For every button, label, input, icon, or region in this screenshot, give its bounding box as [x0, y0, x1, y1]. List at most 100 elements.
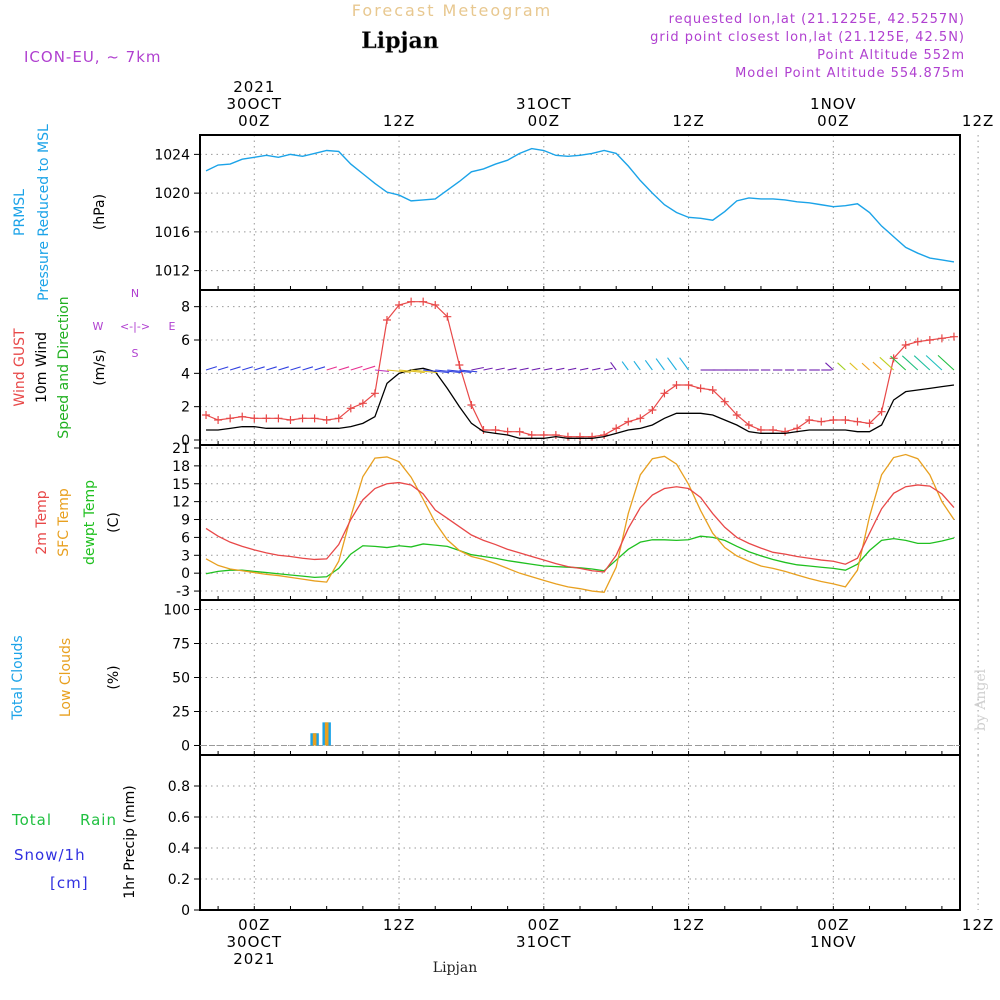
grid-point-coords: grid point closest lon,lat (21.125E, 42.… [650, 30, 965, 45]
time-axis-label: 12Z [672, 916, 704, 934]
time-axis-label: 12Z [383, 112, 415, 130]
compass-arrows: <-|-> [120, 320, 150, 333]
pressure-line [205, 147, 955, 263]
wind-direction-arrow [459, 369, 478, 373]
wind-direction-arrow [386, 369, 411, 373]
wind-direction-arrow [667, 357, 677, 371]
wind-label: (m/s) [92, 349, 108, 386]
y-tick-label: 0.8 [168, 779, 190, 795]
gust-marker [443, 312, 452, 321]
wind-line [206, 367, 955, 439]
time-axis-label: 2021 [233, 950, 275, 968]
point-altitude: Point Altitude 552m [817, 48, 965, 63]
gust-marker [515, 427, 524, 436]
gust-marker [744, 421, 753, 429]
gust-marker [346, 404, 355, 413]
wind-direction-arrow [519, 367, 529, 371]
wind-label: 10m Wind [34, 332, 50, 403]
y-tick-label: 100 [163, 603, 190, 619]
watermark: by Angel [973, 668, 989, 731]
gust-marker [925, 336, 934, 344]
y-tick-label: 0 [181, 738, 190, 754]
wind-direction-arrow [655, 358, 665, 371]
footer-location: Lipjan [433, 960, 477, 976]
wind-direction-arrow [644, 360, 653, 371]
time-axis-label: 00Z [528, 112, 560, 130]
gust-marker [624, 417, 633, 426]
gust-marker [334, 414, 343, 423]
wind-label: Wind GUST [12, 328, 28, 407]
gust-marker [358, 399, 367, 408]
wind-direction-arrow [217, 366, 229, 371]
y-tick-label: 0 [181, 433, 190, 449]
gust-marker [395, 301, 404, 309]
gust-marker [539, 431, 548, 439]
gust-marker [937, 334, 946, 343]
wind-direction-arrow [621, 361, 629, 371]
time-axis-label: 00Z [817, 112, 849, 130]
precip-legend-label: [cm] [50, 874, 89, 892]
time-axis-label: 1NOV [810, 933, 857, 951]
wind-direction-arrow [925, 355, 943, 371]
y-tick-label: 0.6 [168, 810, 190, 826]
gust-marker [576, 432, 584, 441]
panel-pressure: 1012 1016 1020 1024 [154, 134, 979, 291]
model-altitude: Model Point Altitude 554.875m [735, 66, 965, 81]
gust-marker [841, 416, 850, 424]
gust-marker [491, 426, 500, 434]
gust-marker [214, 416, 223, 424]
y-tick-label: 21 [172, 441, 190, 457]
wind-direction-arrow [229, 366, 241, 371]
gust-marker [732, 411, 741, 419]
y-tick-label: 8 [181, 300, 190, 316]
gust-marker [527, 431, 536, 439]
time-axis-label: 12Z [383, 916, 415, 934]
gust-marker [672, 381, 681, 389]
gust-marker [588, 432, 597, 441]
wind-direction-arrow [913, 355, 931, 371]
wind-direction-arrow [633, 360, 641, 371]
gust-marker [853, 417, 862, 426]
gust-marker [382, 316, 391, 324]
wind-direction-arrow [350, 365, 363, 371]
wind-direction-arrow [326, 366, 337, 371]
sfc-temp-line [205, 453, 955, 593]
wind-direction-arrow [872, 361, 882, 371]
y-tick-label: 1020 [154, 186, 190, 202]
gust-marker [708, 386, 717, 394]
gust-marker [274, 414, 283, 423]
time-axis-label: 00Z [817, 916, 849, 934]
dewpoint-line [205, 535, 955, 578]
requested-coords: requested lon,lat (21.1225E, 42.5257N) [669, 12, 965, 27]
gust-marker [817, 417, 826, 426]
panel-frame [199, 134, 961, 291]
time-axis-label: 1NOV [810, 95, 857, 113]
y-tick-label: 6 [181, 530, 190, 546]
precip-legend-label: Snow/1h [14, 846, 86, 864]
pressure-label: Pressure Reduced to MSL [36, 124, 52, 301]
y-tick-label: 75 [172, 637, 190, 653]
wind-direction-arrow [825, 362, 834, 371]
gust-marker [226, 414, 235, 423]
wind-direction-arrow [398, 369, 425, 374]
wind-direction-arrow [302, 366, 314, 371]
gust-marker [431, 301, 440, 309]
clouds-label: Total Clouds [10, 635, 26, 720]
y-tick-label: 4 [181, 366, 190, 382]
wind-label: Speed and Direction [56, 296, 72, 438]
gust-marker [805, 416, 814, 424]
panel-precipitation: 0 0.2 0.4 0.6 0.8 [168, 754, 979, 919]
wind-direction-arrow [447, 369, 472, 373]
gust-marker [877, 407, 886, 416]
wind-direction-arrow [543, 367, 553, 371]
time-axis-label: 2021 [233, 78, 275, 96]
y-tick-label: 0.4 [168, 841, 190, 857]
precip-legend-label: Total [11, 811, 52, 829]
wind-direction-arrow [338, 366, 350, 371]
gust-marker [551, 431, 560, 439]
pressure-label: PRMSL [12, 189, 28, 236]
gust-marker [949, 332, 958, 341]
